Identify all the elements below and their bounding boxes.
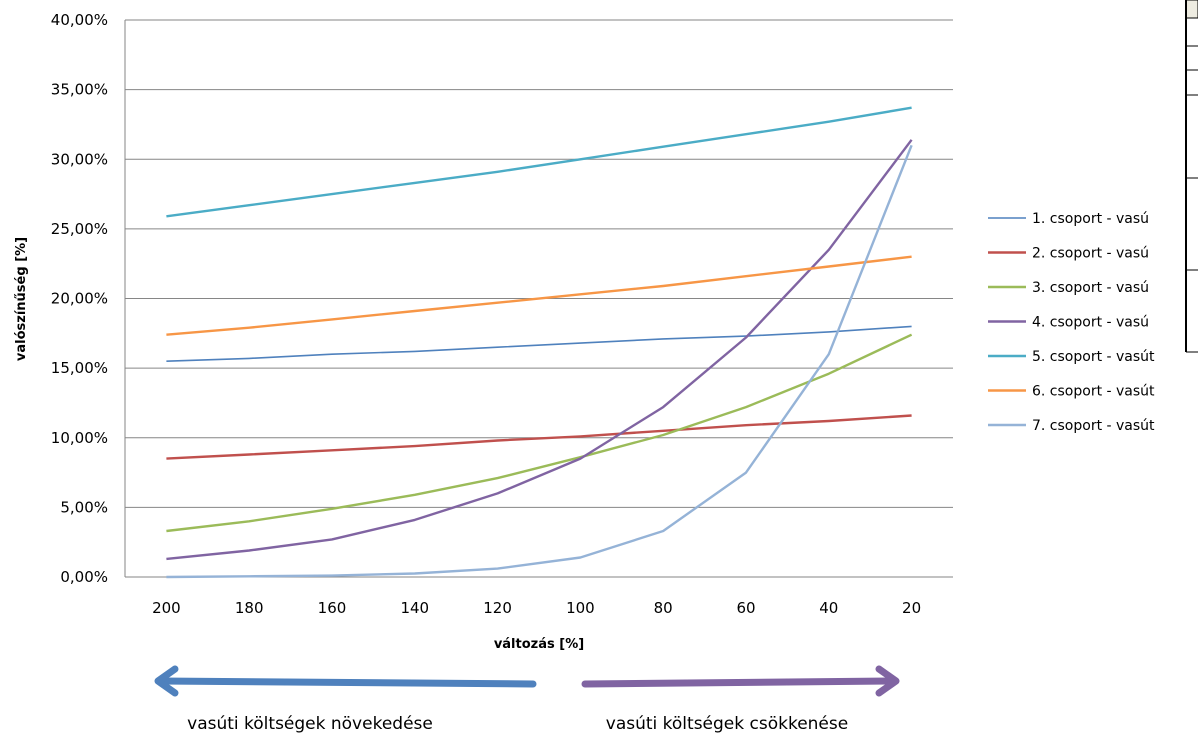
x-tick-label: 100 [566, 599, 595, 617]
legend-entry: 5. csoport - vasút [1032, 349, 1155, 365]
series-lines [166, 106, 913, 579]
cost-increase-arrow: vasúti költségek növekedése [154, 665, 537, 734]
y-axis-title: valószínűség [%] [14, 237, 29, 361]
arrow-head-left-icon [154, 665, 179, 697]
series-line [166, 144, 913, 579]
x-tick-label: 80 [654, 599, 673, 617]
legend-entry: 7. csoport - vasút [1032, 418, 1155, 434]
cost-decrease-label: vasúti költségek csökkenése [606, 714, 848, 734]
legend-entry: 2. csoport - vasú [1032, 246, 1149, 262]
series-line [166, 139, 913, 561]
x-tick-labels: 200 180 160 140 120 100 80 60 40 20 [152, 599, 921, 617]
series-line [166, 414, 912, 460]
y-tick-label: 20,00% [51, 290, 108, 308]
x-tick-label: 160 [318, 599, 347, 617]
series-line [166, 106, 912, 218]
legend: 1. csoport - vasú 2. csoport - vasú 3. cso… [988, 211, 1155, 434]
y-tick-label: 30,00% [51, 150, 108, 168]
legend-entry: 3. csoport - vasú [1032, 280, 1149, 296]
legend-entry: 6. csoport - vasút [1032, 384, 1155, 400]
x-tick-label: 20 [902, 599, 921, 617]
legend-entry: 4. csoport - vasú [1032, 315, 1149, 331]
gridlines [125, 19, 953, 508]
series-line [166, 255, 912, 336]
series-line [166, 325, 912, 362]
legend-entry: 1. csoport - vasú [1032, 211, 1149, 227]
y-tick-label: 0,00% [60, 568, 108, 586]
x-axis-title: változás [%] [494, 637, 584, 652]
arrow-head-right-icon [875, 665, 900, 697]
x-tick-label: 40 [819, 599, 838, 617]
table-fragment [1185, 0, 1198, 353]
x-tick-label: 180 [235, 599, 264, 617]
x-tick-label: 140 [400, 599, 429, 617]
y-tick-label: 10,00% [51, 429, 108, 447]
series-line [166, 333, 913, 533]
x-tick-label: 60 [736, 599, 755, 617]
y-tick-labels: 0,00% 5,00% 10,00% 15,00% 20,00% 25,00% 30,00%… [51, 11, 108, 586]
y-tick-label: 40,00% [51, 11, 108, 29]
x-tick-label: 120 [483, 599, 512, 617]
y-tick-label: 15,00% [51, 359, 108, 377]
y-tick-label: 35,00% [51, 81, 108, 99]
cost-increase-label: vasúti költségek növekedése [187, 714, 433, 734]
table-header-cell [1185, 0, 1198, 19]
x-tick-label: 200 [152, 599, 181, 617]
y-tick-label: 25,00% [51, 220, 108, 238]
y-tick-label: 5,00% [60, 498, 108, 516]
cost-decrease-arrow: vasúti költségek csökkenése [581, 665, 900, 734]
